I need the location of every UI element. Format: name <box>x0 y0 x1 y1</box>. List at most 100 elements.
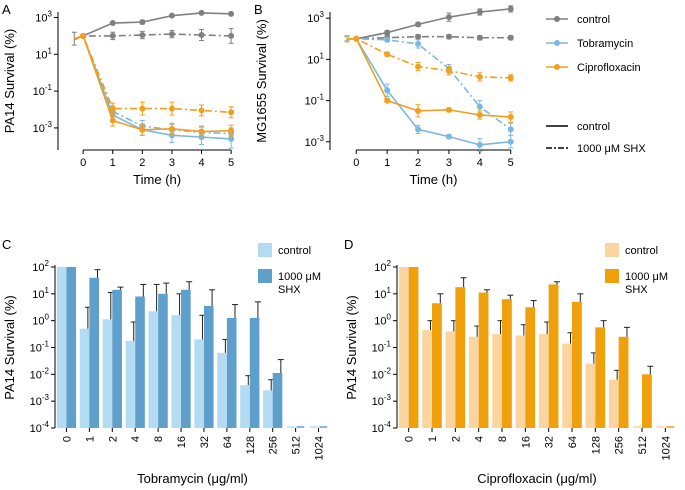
bar-control <box>56 267 67 428</box>
panel-label-a: A <box>2 2 11 17</box>
data-point <box>507 5 514 12</box>
data-point <box>168 12 175 19</box>
legend-label-shx-line1: 1000 μM <box>625 271 668 283</box>
panel-c-chart: C 10-4 10-3 10-2 10-1 100 101 102 0 1 2 4 8 16 32 64 128… <box>2 237 328 486</box>
series-line-control-shx <box>74 33 232 40</box>
legend-label-control: control <box>625 245 658 257</box>
legend-label-control: control <box>577 14 610 26</box>
bar-control <box>538 334 549 428</box>
data-point <box>507 34 514 41</box>
bar-shx <box>572 301 582 428</box>
legend-marker-control <box>554 16 560 22</box>
y-axis-title: PA14 Survival (%) <box>344 295 359 400</box>
data-point <box>353 35 360 42</box>
series-line-control-shx <box>346 35 511 40</box>
data-point <box>139 19 146 26</box>
bar-control <box>515 335 526 428</box>
x-tick-label: 1 <box>427 436 439 442</box>
x-tick-label: 0 <box>61 436 73 442</box>
legend-marker-tobramycin <box>554 40 560 46</box>
bar-shx <box>181 289 191 428</box>
bar-shx <box>502 299 512 428</box>
bar-shx <box>226 317 237 428</box>
bar-shx <box>272 372 283 428</box>
x-tick-label: 5 <box>228 157 234 169</box>
bar-control <box>562 343 572 428</box>
y-tick-label: 101 <box>32 286 49 301</box>
x-tick-label: 0 <box>404 436 416 442</box>
bar-shx <box>408 267 419 428</box>
data-point <box>415 107 422 114</box>
x-tick-label: 128 <box>245 436 257 454</box>
data-point <box>228 10 235 17</box>
data-point <box>476 141 483 148</box>
x-tick-label: 1024 <box>314 436 326 460</box>
legend-swatch-control <box>258 243 272 257</box>
data-point <box>139 126 146 133</box>
panel-label-c: C <box>2 237 11 252</box>
bar-control <box>585 363 596 428</box>
x-axis-title: Time (h) <box>410 172 458 187</box>
data-point <box>415 33 422 40</box>
x-tick-label: 3 <box>169 157 175 169</box>
y-tick-label: 10-4 <box>30 420 50 435</box>
x-tick-label: 8 <box>153 436 165 442</box>
data-point <box>139 32 146 38</box>
legend-swatch-shx <box>605 269 619 283</box>
data-point <box>228 127 235 134</box>
legend-top: control Tobramycin Ciprofloxacin control 100… <box>532 0 685 200</box>
legend-marker-ciprofloxacin <box>554 64 560 70</box>
legend-label-tobramycin: Tobramycin <box>577 38 633 50</box>
bar-shx <box>112 289 122 428</box>
y-tick-label: 10-1 <box>305 93 325 108</box>
data-point <box>415 126 422 133</box>
legend-label-control: control <box>278 245 311 257</box>
x-tick-label: 1 <box>384 157 390 169</box>
series-line-tobramycin-control <box>346 37 511 146</box>
data-point <box>445 67 452 74</box>
panel-b-chart: B 10-3 10-1 101 103 0 1 2 3 4 5 Time (h) MG1655 Surv… <box>254 2 514 187</box>
data-point <box>445 133 452 140</box>
series-line-ciprofloxacin-shx <box>346 37 511 79</box>
x-tick-label: 0 <box>353 157 359 169</box>
legend-linetype-label: 1000 μM SHX <box>577 143 646 155</box>
x-tick-label: 256 <box>614 436 626 454</box>
x-tick-label: 256 <box>268 436 280 454</box>
bar-shx <box>595 327 606 428</box>
series-line-tobramycin-shx <box>74 34 232 135</box>
data-point <box>109 32 116 39</box>
legend-label-shx-line2: SHX <box>278 284 301 296</box>
bar-shx <box>455 287 466 428</box>
x-tick-label: 32 <box>544 436 556 448</box>
x-tick-label: 64 <box>567 436 579 448</box>
data-point <box>198 32 205 38</box>
y-tick-label: 103 <box>35 10 52 25</box>
series-line-control-control <box>73 12 232 41</box>
data-point <box>476 103 483 110</box>
series-line-tobramycin-control <box>74 34 232 140</box>
legend-linetype-label: control <box>577 121 610 133</box>
bar-shx <box>249 317 260 428</box>
y-tick-label: 10-4 <box>372 420 392 435</box>
bar-shx <box>158 293 168 428</box>
data-point <box>445 33 452 40</box>
x-tick-label: 3 <box>446 157 452 169</box>
x-axis-title: Time (h) <box>133 172 181 187</box>
data-point <box>476 111 483 118</box>
bar-shx <box>89 277 99 428</box>
panel-a: A 10-3 10-1 101 103 0 1 2 3 4 5 Time (h) PA14 Surviv… <box>0 0 250 200</box>
bar-shx <box>642 374 652 428</box>
panel-c: C 10-4 10-3 10-2 10-1 100 101 102 0 1 2 4 8 16 32 64 128… <box>0 235 340 490</box>
data-point <box>168 31 175 38</box>
data-point <box>507 114 514 121</box>
x-tick-label: 2 <box>107 436 119 442</box>
data-point <box>476 9 483 15</box>
data-point <box>198 9 205 16</box>
data-point <box>507 126 514 133</box>
x-tick-label: 0 <box>80 157 86 169</box>
x-tick-label: 1024 <box>660 436 672 460</box>
bar-control <box>422 330 432 428</box>
data-point <box>109 20 116 27</box>
series-line-ciprofloxacin-control <box>346 37 511 118</box>
x-tick-label: 2 <box>139 157 145 169</box>
